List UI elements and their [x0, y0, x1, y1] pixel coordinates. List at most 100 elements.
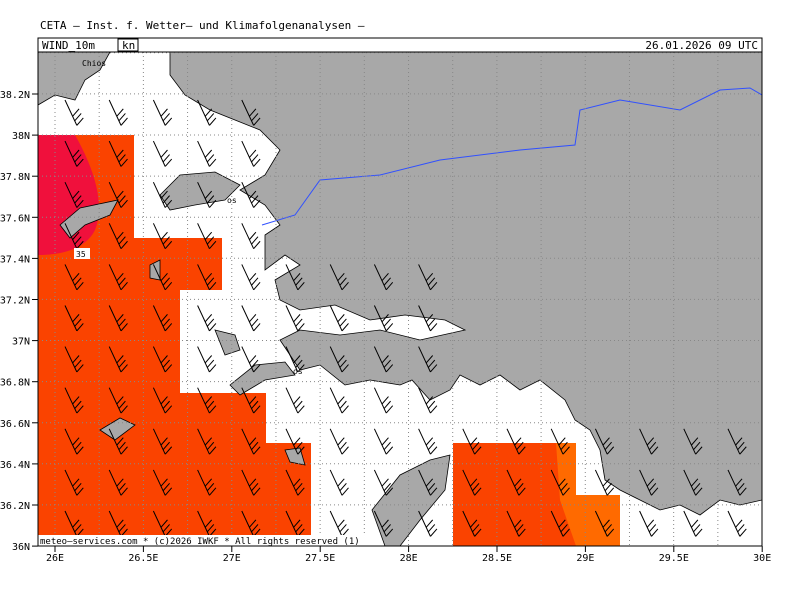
lat-label: 36.8N	[0, 378, 30, 389]
barb-feather	[251, 236, 259, 245]
barb-feather	[253, 240, 261, 250]
wind-barb	[152, 140, 173, 167]
barb-feather	[206, 195, 215, 204]
barb-feather	[295, 359, 303, 368]
barb-feather	[651, 487, 659, 496]
barb-feather	[695, 528, 703, 537]
wind-barb	[241, 346, 261, 373]
barb-feather	[604, 524, 612, 533]
barb-staff	[64, 428, 78, 455]
barb-feather	[76, 117, 84, 126]
wind-barb	[241, 140, 261, 167]
island	[214, 329, 241, 356]
barb-feather	[72, 108, 80, 117]
barb-feather	[425, 478, 434, 487]
barb-feather	[602, 437, 610, 446]
barb-feather	[164, 282, 173, 291]
barb-feather	[162, 154, 170, 163]
barb-feather	[72, 190, 80, 199]
island	[159, 171, 241, 211]
island	[229, 361, 296, 396]
barb-staff	[418, 510, 431, 537]
barb-staff	[462, 428, 476, 455]
wind-barb	[64, 428, 84, 455]
wind-barb	[639, 469, 659, 496]
barb-feather	[249, 437, 257, 446]
barb-feather	[116, 437, 124, 446]
wind-barb	[285, 305, 305, 332]
island	[371, 454, 451, 546]
barb-feather	[562, 528, 570, 537]
barb-staff	[418, 469, 431, 496]
barb-feather	[249, 149, 257, 158]
barb-feather	[72, 519, 80, 528]
barb-staff	[241, 428, 255, 455]
date: 26.01.2026 09 UTC	[645, 39, 758, 52]
barb-feather	[209, 158, 217, 167]
barb-staff	[329, 346, 343, 373]
wind-barb	[594, 428, 615, 455]
barb-staff	[108, 387, 122, 414]
barb-feather	[118, 236, 126, 245]
barb-staff	[550, 510, 564, 537]
barb-feather	[381, 396, 389, 405]
barb-staff	[418, 428, 431, 455]
lon-label: 28.5E	[482, 553, 512, 564]
barb-staff	[373, 510, 387, 537]
barb-feather	[293, 355, 301, 364]
barb-feather	[118, 524, 126, 533]
wind-barb	[241, 264, 261, 291]
barb-feather	[425, 355, 434, 364]
wind-barb	[197, 140, 217, 167]
island	[38, 52, 111, 106]
barb-feather	[162, 359, 170, 368]
barb-feather	[297, 446, 305, 455]
barb-feather	[385, 364, 394, 373]
barb-feather	[120, 405, 128, 414]
barb-feather	[648, 524, 657, 533]
barb-feather	[381, 272, 389, 282]
barb-feather	[120, 199, 128, 208]
barb-staff	[197, 223, 210, 249]
barb-feather	[735, 437, 743, 446]
lat-label: 37.8N	[0, 172, 30, 183]
barb-feather	[72, 314, 80, 323]
barb-feather	[251, 195, 259, 204]
wind-field-weak	[556, 443, 620, 546]
barb-feather	[472, 482, 480, 492]
barb-feather	[120, 240, 128, 250]
barb-feather	[470, 478, 478, 487]
barb-staff	[373, 346, 387, 373]
barb-feather	[118, 482, 126, 492]
barb-feather	[206, 482, 215, 492]
barb-feather	[341, 282, 349, 291]
barb-feather	[295, 441, 303, 450]
barb-staff	[241, 387, 255, 414]
barb-feather	[472, 524, 480, 533]
barb-feather	[160, 519, 168, 528]
wind-barb	[418, 387, 438, 414]
barb-feather	[209, 199, 217, 208]
barb-feather	[514, 437, 522, 446]
wind-barb	[418, 469, 438, 496]
barb-feather	[427, 277, 436, 286]
barb-feather	[249, 108, 257, 117]
barb-feather	[204, 108, 213, 117]
barb-staff	[373, 387, 387, 414]
barb-feather	[251, 113, 259, 122]
wind-barb	[683, 510, 703, 537]
barb-feather	[381, 314, 389, 323]
barb-feather	[383, 441, 391, 450]
wind-barb	[329, 469, 349, 496]
island	[149, 259, 161, 281]
barb-feather	[162, 236, 170, 245]
lat-label: 37.6N	[0, 213, 30, 224]
barb-staff	[285, 510, 299, 537]
barb-feather	[339, 524, 347, 533]
barb-feather	[160, 437, 168, 446]
barb-staff	[108, 428, 122, 455]
barb-feather	[383, 277, 391, 286]
lon-label: 29E	[576, 553, 594, 564]
barb-feather	[427, 359, 436, 368]
barb-staff	[64, 346, 78, 373]
